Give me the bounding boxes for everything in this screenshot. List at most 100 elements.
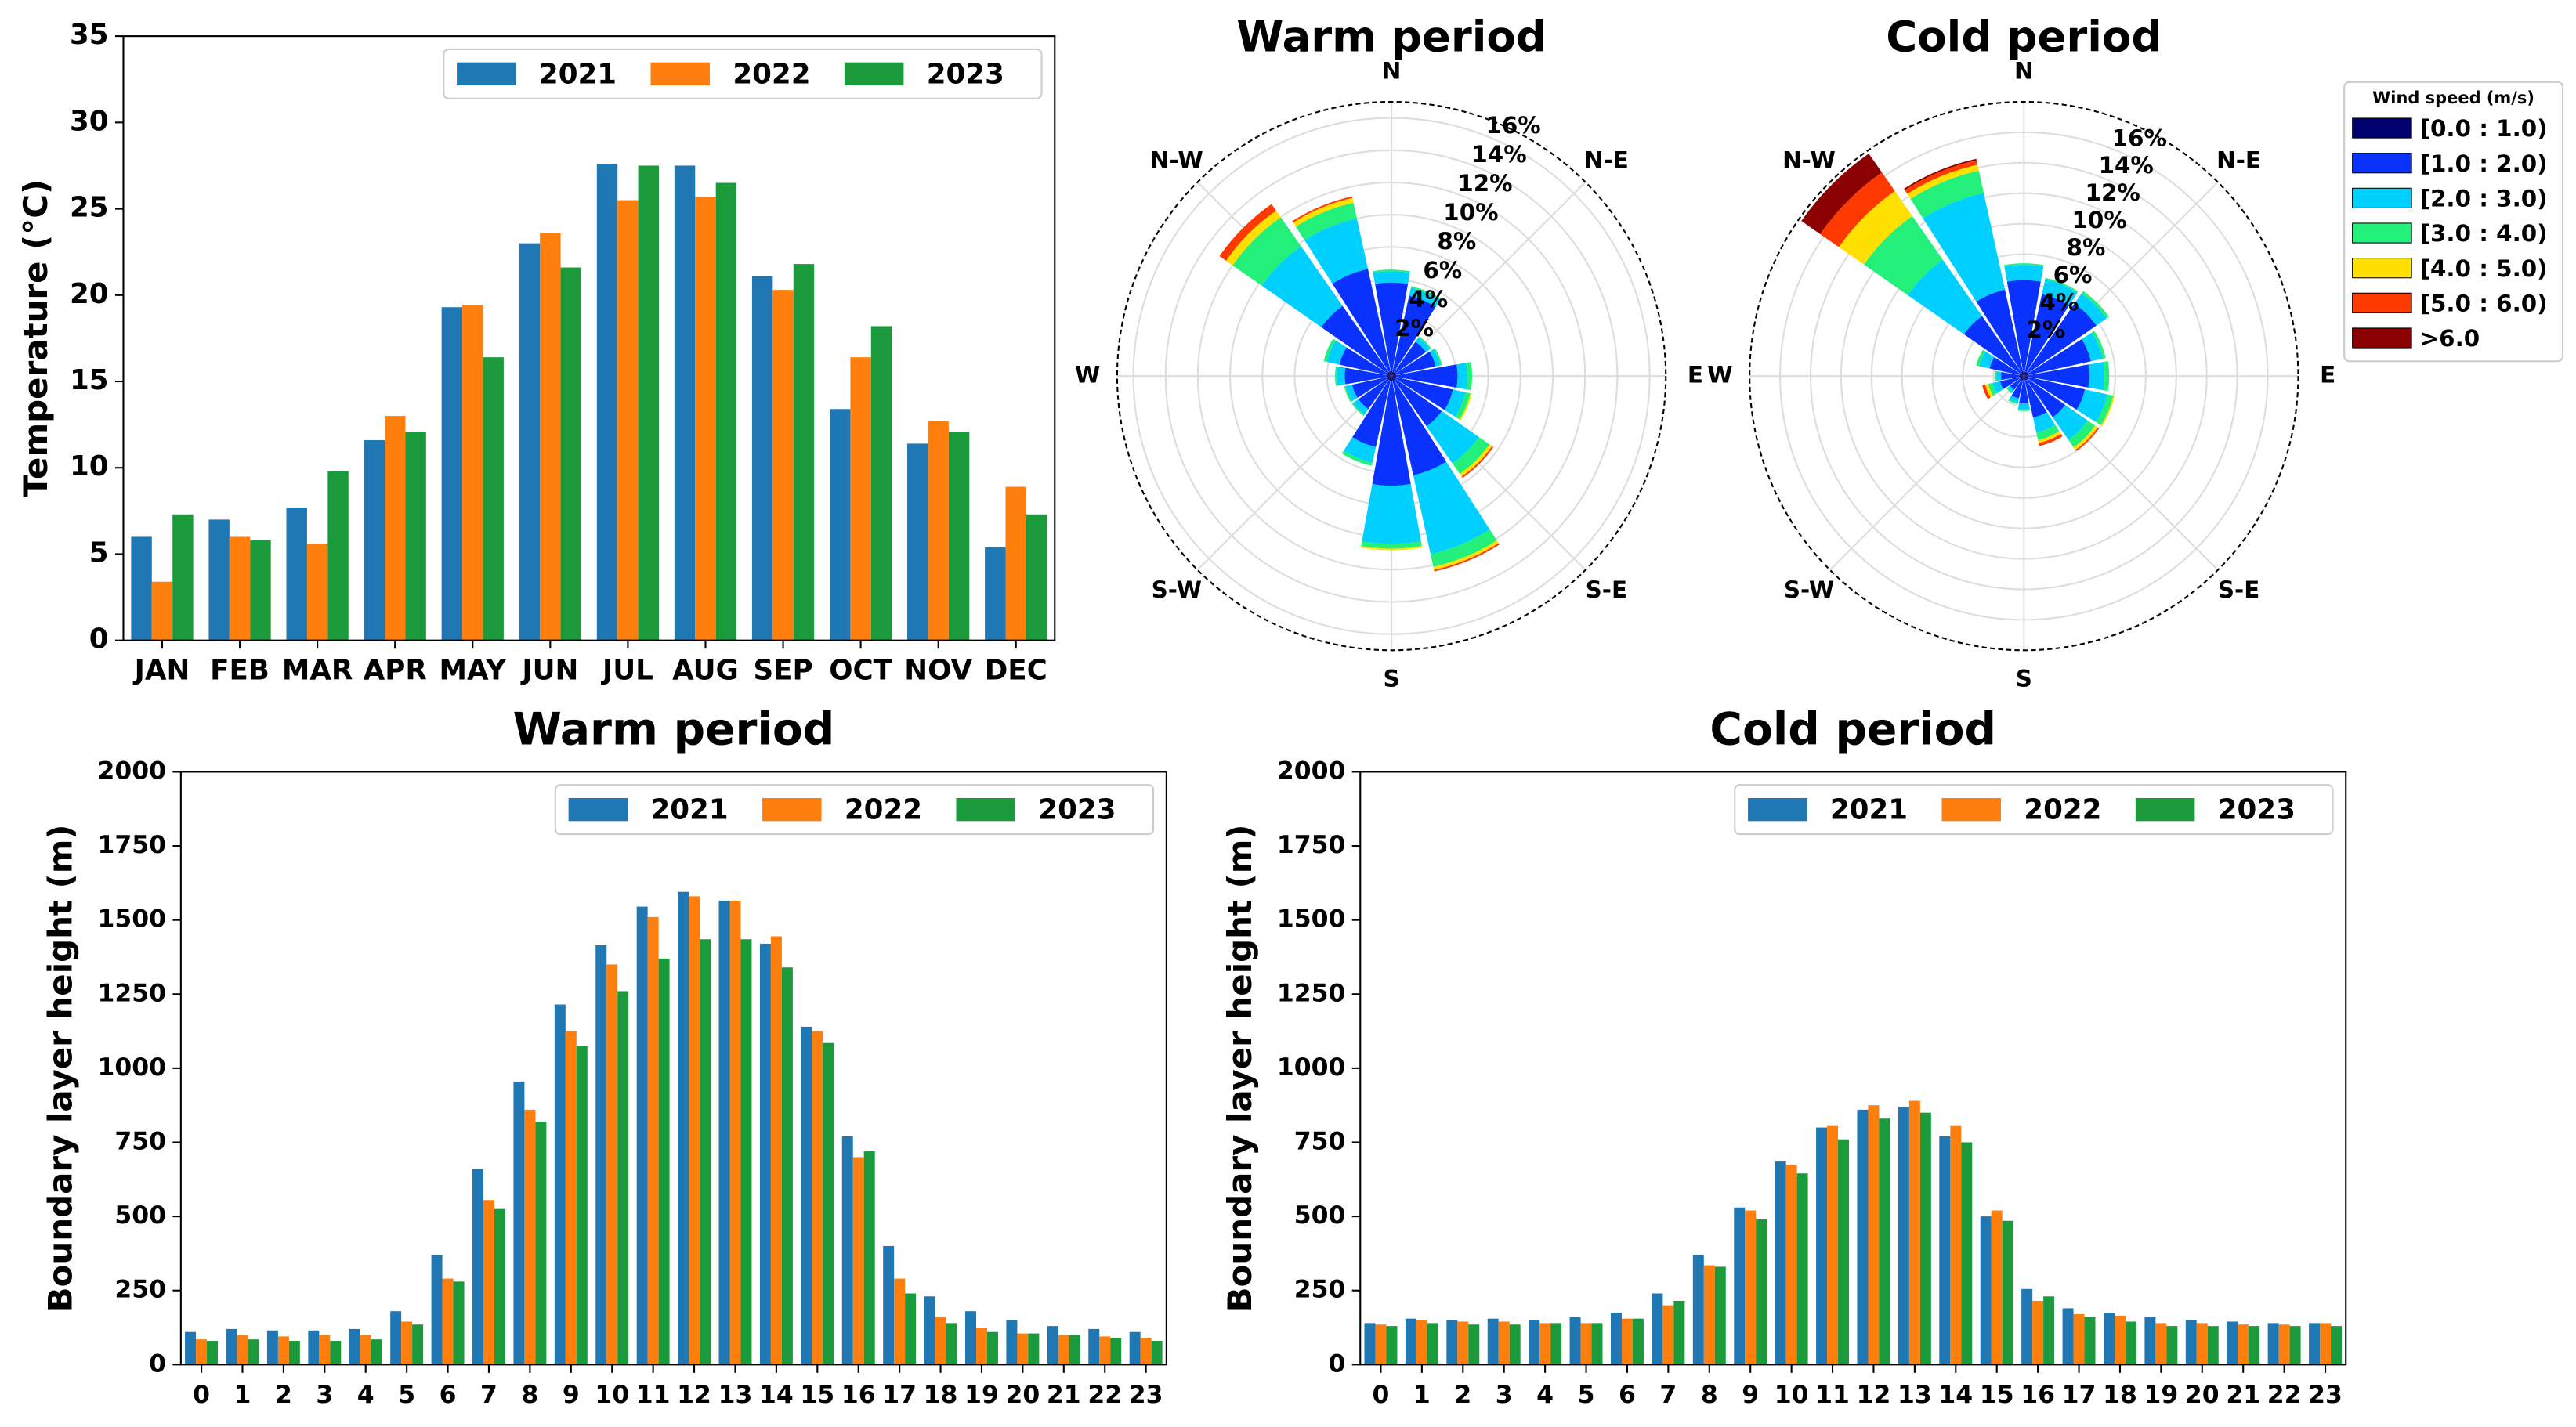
wind-sector (2001, 372, 2020, 381)
outer-circle (1749, 100, 2299, 652)
x-tick-label: 14 (759, 1381, 794, 1409)
bar (1468, 1324, 1480, 1365)
bar (2103, 1313, 2115, 1365)
wind-sector (1456, 363, 1467, 390)
wind-sector (2092, 331, 2106, 359)
legend-label: 2023 (2218, 794, 2296, 826)
y-tick-label: 35 (70, 19, 109, 51)
bar (364, 439, 385, 641)
bar (554, 1004, 566, 1365)
bar (286, 507, 307, 641)
bar (759, 943, 771, 1365)
y-axis-label: Temperature (°C) (16, 179, 55, 497)
bar (237, 1335, 248, 1365)
legend-swatch (2352, 258, 2412, 279)
y-axis-label: Boundary layer height (m) (41, 824, 79, 1312)
wind-sector (2021, 376, 2024, 381)
wind-sector (1344, 385, 1352, 403)
bar (894, 1278, 906, 1365)
spoke (1829, 375, 2025, 571)
bar (229, 536, 251, 641)
x-tick-label: 18 (924, 1381, 958, 1409)
wind-sector (1387, 372, 1392, 377)
bar (560, 267, 581, 641)
wind-sector (1999, 377, 2021, 389)
x-tick-label: OCT (829, 655, 892, 687)
bar (2320, 1323, 2332, 1365)
bar (2043, 1296, 2055, 1365)
y-tick-label: 1750 (97, 831, 166, 859)
bar (1005, 486, 1026, 641)
bar (1386, 1326, 1398, 1365)
bar (812, 1031, 823, 1365)
y-tick-label: 1000 (1277, 1053, 1346, 1082)
bar (1703, 1265, 1715, 1365)
legend-label: 2021 (539, 58, 617, 90)
radial-tick-label: 6% (2053, 262, 2093, 288)
wind-sector (2038, 431, 2061, 443)
wind-sector (2024, 371, 2027, 377)
plot-frame (179, 771, 1167, 1366)
wind-sector (1391, 375, 1397, 378)
y-tick-label: 1500 (97, 905, 166, 934)
wind-sector (1332, 269, 1391, 372)
bar (1756, 1219, 1767, 1365)
wind-sector (1391, 372, 1396, 377)
radial-grid (1196, 181, 1586, 571)
x-tick-label: 23 (2308, 1381, 2343, 1409)
bar (841, 1136, 853, 1365)
wind-sector (1452, 436, 1490, 475)
direction-label: N (1382, 58, 1402, 85)
radial-tick-label: 12% (1457, 170, 1512, 197)
wind-sector (1864, 215, 1943, 295)
bar (576, 1046, 588, 1365)
wind-sector (2053, 404, 2088, 440)
radial-tick-label: 4% (2040, 289, 2079, 316)
wind-sector (2019, 380, 2029, 404)
wind-sector (2039, 433, 2063, 446)
bar (965, 1311, 976, 1365)
bar (1047, 1326, 1058, 1365)
bar (2249, 1326, 2260, 1365)
radial-tick-label: 4% (1409, 286, 1448, 312)
bar (1621, 1318, 1633, 1365)
bar (513, 1081, 525, 1365)
x-tick-label: 0 (1373, 1381, 1390, 1409)
bar (2166, 1326, 2178, 1365)
bar (1838, 1139, 1850, 1365)
legend-label: 2023 (927, 58, 1004, 90)
wind-sector (1292, 196, 1353, 223)
wind-sector (2024, 375, 2029, 378)
y-tick-label: 15 (70, 364, 109, 396)
direction-label: N-E (2216, 146, 2261, 173)
bar (384, 416, 406, 641)
bar (207, 1341, 219, 1365)
bar (349, 1328, 360, 1365)
wind-sector (1387, 373, 1392, 377)
bar (151, 581, 173, 641)
wind-sector (1373, 271, 1410, 284)
bar (1569, 1317, 1581, 1365)
bar (2238, 1324, 2249, 1365)
bar (1140, 1338, 1152, 1365)
x-tick-label: 12 (1857, 1381, 1891, 1409)
wind-sector (1466, 362, 1473, 391)
wind-sector (1410, 286, 1442, 300)
y-tick-label: 750 (1294, 1127, 1346, 1155)
wind-sector (2100, 396, 2115, 427)
x-tick-label: 7 (1659, 1381, 1677, 1409)
x-tick-label: JAN (133, 655, 190, 687)
wind-sector (1339, 347, 1387, 375)
wind-sector (1341, 450, 1373, 466)
wind-sector (1923, 193, 2006, 302)
bar (412, 1324, 424, 1365)
wind-sector (1373, 269, 1410, 273)
legend-label: [5.0 : 6.0) (2420, 290, 2548, 316)
x-tick-label: 2 (275, 1381, 292, 1409)
direction-label: E (2320, 362, 2335, 388)
bar (442, 1278, 454, 1365)
wind-sector (1391, 376, 1396, 381)
wind-sector (1391, 370, 1393, 377)
bar (617, 991, 629, 1365)
bar (2196, 1323, 2208, 1365)
